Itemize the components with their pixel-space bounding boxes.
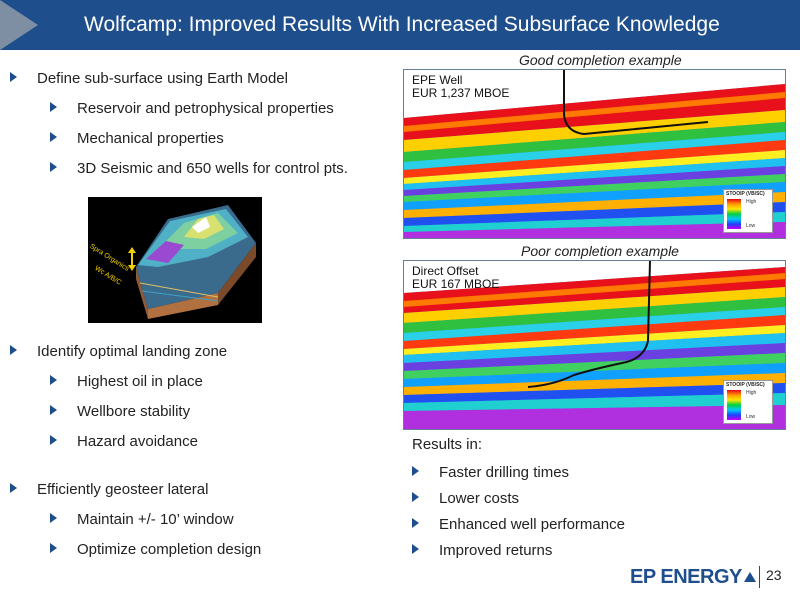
legend-color-bar	[727, 390, 741, 420]
sub-bullet-item: Reservoir and petrophysical properties	[50, 100, 334, 117]
logo-text: EP ENERGY	[630, 566, 742, 588]
footer-divider	[759, 566, 760, 588]
color-scale-legend: STOOIP (VB/SC) High Low	[723, 189, 773, 233]
bullet-arrow-icon	[412, 544, 419, 555]
bullet-arrow-icon	[50, 132, 57, 143]
bullet-arrow-icon	[50, 435, 57, 446]
seismic-section-good	[404, 70, 785, 238]
sub-bullet-text: Optimize completion design	[77, 541, 262, 558]
results-item-text: Lower costs	[439, 490, 520, 507]
seismic-section-poor	[404, 261, 785, 429]
seismic-panel-poor: Direct Offset EUR 167 MBOE STOOIP (VB/SC)…	[403, 260, 786, 430]
bullet-text: Define sub-surface using Earth Model	[37, 70, 288, 87]
legend-title: STOOIP (VB/SC)	[726, 191, 765, 197]
slide-title: Wolfcamp: Improved Results With Increase…	[84, 13, 720, 36]
sub-bullet-text: Wellbore stability	[77, 403, 191, 420]
results-item: Lower costs	[412, 490, 519, 507]
legend-high: High	[746, 199, 757, 205]
bullet-item: Identify optimal landing zone	[10, 343, 227, 360]
sub-bullet-item: 3D Seismic and 650 wells for control pts…	[50, 160, 348, 177]
sub-bullet-item: Optimize completion design	[50, 541, 261, 558]
legend-low: Low	[746, 414, 756, 420]
poor-panel-eur: EUR 167 MBOE	[412, 277, 500, 291]
bullet-text: Efficiently geosteer lateral	[37, 481, 209, 498]
results-item: Faster drilling times	[412, 464, 569, 481]
results-item: Improved returns	[412, 542, 552, 559]
bullet-arrow-icon	[10, 345, 17, 356]
poor-panel-well-name: Direct Offset	[412, 264, 479, 278]
sub-bullet-text: Highest oil in place	[77, 373, 203, 390]
sub-bullet-text: Maintain +/- 10’ window	[77, 511, 234, 528]
page-number: 23	[766, 567, 782, 583]
legend-title: STOOIP (VB/SC)	[726, 382, 765, 388]
mountain-icon	[743, 572, 756, 582]
bullet-arrow-icon	[412, 518, 419, 529]
bullet-arrow-icon	[50, 543, 57, 554]
earth-model-image: Spra Organics Wc A/B/C	[88, 197, 262, 323]
legend-high: High	[746, 390, 757, 396]
sub-bullet-text: Mechanical properties	[77, 130, 224, 147]
results-item-text: Faster drilling times	[439, 464, 570, 481]
bullet-arrow-icon	[50, 405, 57, 416]
legend-color-bar	[727, 199, 741, 229]
good-panel-label: EPE Well EUR 1,237 MBOE	[412, 74, 509, 100]
sub-bullet-text: Reservoir and petrophysical properties	[77, 100, 334, 117]
good-panel-eur: EUR 1,237 MBOE	[412, 86, 510, 100]
bullet-arrow-icon	[412, 492, 419, 503]
slide-header: Wolfcamp: Improved Results With Increase…	[0, 0, 800, 50]
bullet-arrow-icon	[50, 162, 57, 173]
legend-low: Low	[746, 223, 756, 229]
results-item-text: Improved returns	[439, 542, 553, 559]
results-item: Enhanced well performance	[412, 516, 625, 533]
results-item-text: Enhanced well performance	[439, 516, 625, 533]
poor-completion-caption: Poor completion example	[521, 243, 679, 259]
bullet-arrow-icon	[10, 483, 17, 494]
sub-bullet-text: Hazard avoidance	[77, 433, 198, 450]
bullet-arrow-icon	[412, 466, 419, 477]
seismic-panel-good: EPE Well EUR 1,237 MBOE STOOIP (VB/SC) Hi…	[403, 69, 786, 239]
bullet-text: Identify optimal landing zone	[37, 343, 228, 360]
sub-bullet-item: Mechanical properties	[50, 130, 224, 147]
bullet-arrow-icon	[10, 72, 17, 83]
color-scale-legend: STOOIP (VB/SC) High Low	[723, 380, 773, 424]
results-section: Results in: Faster drilling times Lower …	[412, 436, 782, 576]
header-chevron-icon	[0, 0, 38, 50]
bullet-arrow-icon	[50, 102, 57, 113]
poor-panel-label: Direct Offset EUR 167 MBOE	[412, 265, 499, 291]
sub-bullet-text: 3D Seismic and 650 wells for control pts…	[77, 160, 348, 177]
sub-bullet-item: Wellbore stability	[50, 403, 190, 420]
left-bullet-list: Define sub-surface using Earth Model Res…	[10, 0, 390, 600]
sub-bullet-item: Maintain +/- 10’ window	[50, 511, 234, 528]
bullet-item: Define sub-surface using Earth Model	[10, 70, 288, 87]
results-heading: Results in:	[412, 436, 483, 453]
bullet-item: Efficiently geosteer lateral	[10, 481, 208, 498]
good-completion-caption: Good completion example	[519, 52, 682, 68]
bullet-arrow-icon	[50, 375, 57, 386]
sub-bullet-item: Highest oil in place	[50, 373, 203, 390]
company-logo: EP ENERGY	[630, 566, 756, 589]
sub-bullet-item: Hazard avoidance	[50, 433, 198, 450]
good-panel-well-name: EPE Well	[412, 73, 463, 87]
bullet-arrow-icon	[50, 513, 57, 524]
